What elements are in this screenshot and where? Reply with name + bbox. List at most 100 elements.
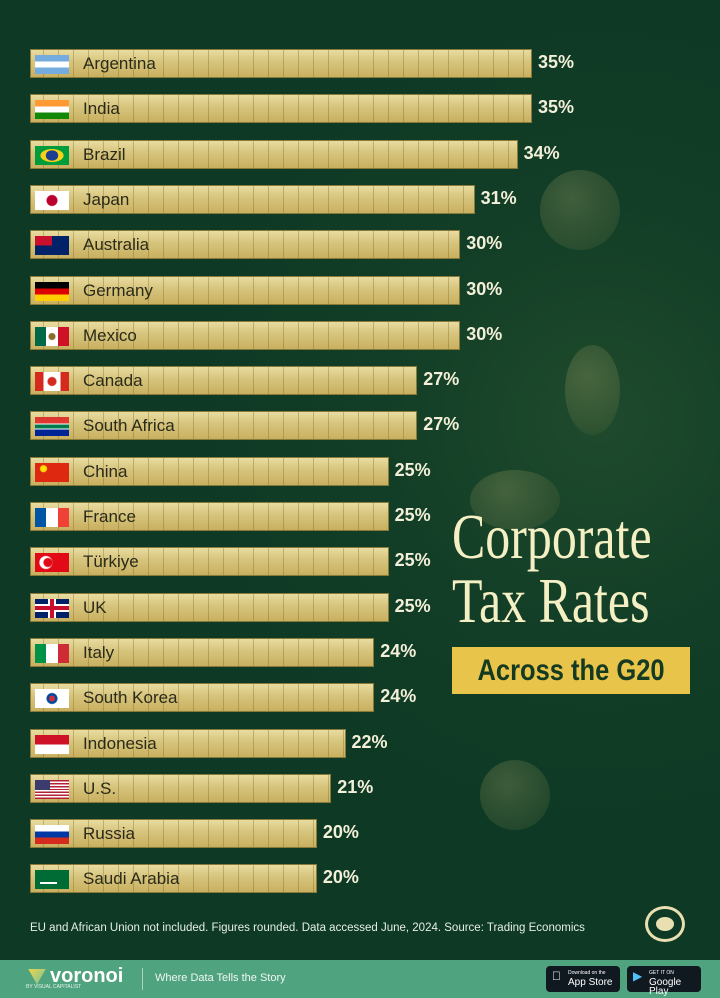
- bar: Saudi Arabia: [30, 864, 317, 894]
- category-label: Argentina: [83, 54, 156, 73]
- bar: France: [30, 502, 389, 531]
- brazil-flag-icon: [35, 145, 69, 165]
- category-label: U.S.: [83, 778, 117, 798]
- canada-flag-icon: [35, 372, 69, 392]
- data-label: 25%: [394, 459, 431, 480]
- bar: India: [30, 94, 532, 124]
- italy-flag-icon: [35, 643, 69, 663]
- bar: Germany: [30, 275, 461, 305]
- coin-decoration: [565, 345, 620, 435]
- bar: South Africa: [30, 411, 418, 441]
- visual-capitalist-logo-icon: [645, 906, 685, 942]
- south-korea-flag-icon: [35, 689, 69, 709]
- australia-flag-icon: [35, 236, 69, 256]
- data-label: 20%: [322, 822, 359, 843]
- france-flag-icon: [35, 508, 69, 527]
- category-label: South Africa: [83, 416, 175, 436]
- category-label: Russia: [83, 824, 135, 844]
- category-label: Italy: [83, 642, 115, 662]
- brand-byline: BY VISUAL CAPITALIST: [26, 984, 82, 990]
- data-label: 35%: [538, 97, 575, 118]
- apple-icon: : [552, 970, 561, 982]
- bar: Japan: [30, 184, 475, 214]
- data-label: 30%: [466, 323, 503, 344]
- data-label: 30%: [466, 233, 503, 254]
- bar: Canada: [30, 366, 418, 396]
- chart-subtitle: Across the G20: [452, 647, 690, 694]
- mexico-flag-icon: [35, 326, 69, 346]
- google-play-small: GET IT ON: [649, 970, 674, 976]
- us-flag-icon: [35, 779, 69, 799]
- bar: Italy: [30, 637, 375, 667]
- coin-decoration: [470, 470, 560, 530]
- turkiye-flag-icon: [35, 553, 69, 573]
- data-label: 34%: [523, 142, 560, 163]
- data-label: 27%: [423, 369, 460, 390]
- category-label: China: [83, 461, 128, 481]
- data-label: 27%: [423, 414, 460, 435]
- google-play-label: Google Play: [649, 977, 682, 997]
- footer: voronoi BY VISUAL CAPITALIST Where Data …: [0, 960, 720, 998]
- indonesia-flag-icon: [35, 734, 69, 754]
- chart-title: Corporate Tax Rates: [452, 501, 652, 636]
- app-store-button[interactable]:  Download on the App Store: [546, 966, 620, 992]
- google-play-icon: ▶: [633, 969, 643, 983]
- uk-flag-icon: [35, 598, 69, 618]
- data-label: 25%: [394, 505, 431, 525]
- south-africa-flag-icon: [35, 417, 69, 437]
- divider: [142, 968, 143, 990]
- data-label: 20%: [322, 867, 359, 888]
- argentina-flag-icon: [35, 55, 69, 74]
- data-label: 30%: [466, 278, 503, 299]
- chart-subtitle-text: Across the G20: [477, 654, 665, 687]
- japan-flag-icon: [35, 190, 69, 210]
- bar: Indonesia: [30, 728, 346, 758]
- brand-name: voronoi: [50, 965, 124, 987]
- russia-flag-icon: [35, 825, 69, 845]
- category-label: Japan: [83, 189, 130, 209]
- category-label: Canada: [83, 371, 143, 391]
- category-label: Türkiye: [83, 552, 139, 572]
- data-label: 24%: [380, 640, 417, 661]
- data-label: 25%: [394, 550, 431, 571]
- data-label: 31%: [480, 187, 517, 208]
- data-label: 21%: [337, 776, 374, 797]
- google-play-button[interactable]: ▶ GET IT ON Google Play: [627, 966, 701, 997]
- category-label: UK: [83, 597, 107, 617]
- coin-decoration: [540, 170, 620, 250]
- bar: China: [30, 456, 389, 486]
- bar: South Korea: [30, 683, 375, 713]
- bar-chart: Argentina 35% India 35% Brazil 34% Japan 31% Aus…: [30, 49, 575, 894]
- category-label: India: [83, 99, 120, 119]
- voronoi-mark-icon: [28, 968, 46, 985]
- bar: Türkiye: [30, 547, 389, 577]
- bar: Mexico: [30, 320, 461, 350]
- voronoi-logo[interactable]: voronoi: [28, 965, 123, 988]
- category-label: Brazil: [83, 144, 126, 164]
- germany-flag-icon: [35, 281, 69, 301]
- coin-decoration: [480, 760, 550, 830]
- category-label: Saudi Arabia: [83, 869, 180, 889]
- bar: Argentina: [30, 49, 532, 78]
- category-label: Australia: [83, 235, 150, 255]
- india-flag-icon: [35, 100, 69, 120]
- bar: U.S.: [30, 773, 332, 803]
- bar: UK: [30, 592, 389, 622]
- bar: Russia: [30, 819, 317, 849]
- data-label: 24%: [380, 686, 417, 707]
- data-label: 35%: [538, 52, 575, 72]
- source-note: EU and African Union not included. Figur…: [30, 922, 585, 934]
- bar: Brazil: [30, 139, 518, 169]
- saudi-arabia-flag-icon: [35, 870, 69, 890]
- data-label: 22%: [351, 731, 388, 752]
- tagline: Where Data Tells the Story: [155, 972, 286, 984]
- category-label: France: [83, 507, 136, 526]
- app-store-small: Download on the: [568, 970, 606, 976]
- category-label: Germany: [83, 280, 153, 300]
- category-label: Indonesia: [83, 733, 157, 753]
- data-label: 25%: [394, 595, 431, 616]
- china-flag-icon: [35, 462, 69, 482]
- category-label: South Korea: [83, 688, 178, 708]
- category-label: Mexico: [83, 325, 137, 345]
- app-store-label: App Store: [568, 977, 613, 988]
